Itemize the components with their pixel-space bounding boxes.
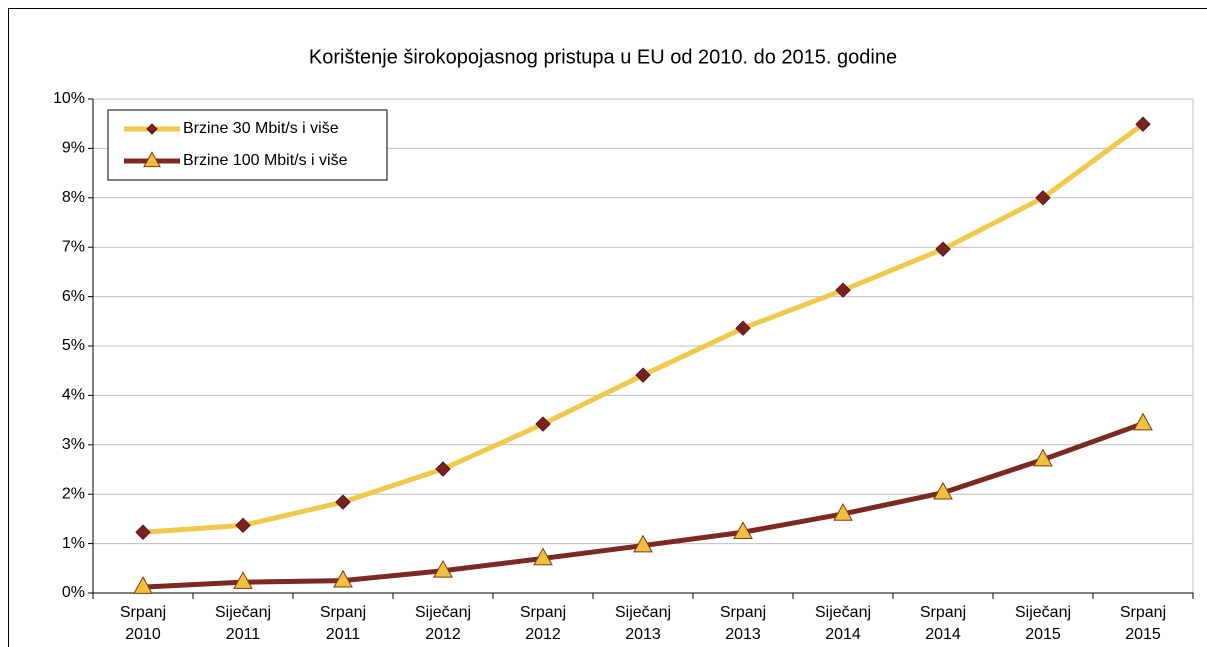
x-tick-label: Srpanj 2011 [320, 604, 366, 643]
data-point [435, 461, 451, 477]
legend-marker [146, 123, 158, 135]
x-tick-label: Srpanj 2015 [1120, 604, 1166, 643]
data-point [333, 569, 353, 588]
data-point [235, 517, 251, 534]
data-point [935, 241, 951, 257]
data-point [833, 503, 853, 521]
y-tick-label: 0% [62, 584, 85, 601]
x-tick-label: Siječanj 2014 [815, 604, 871, 643]
x-tick-label: Siječanj 2015 [1015, 604, 1071, 643]
y-tick-label: 3% [62, 436, 85, 453]
data-point [533, 547, 553, 566]
series-line [142, 421, 1144, 590]
data-point [635, 367, 651, 383]
y-tick-label: 4% [62, 387, 85, 404]
y-tick-label: 8% [62, 189, 85, 206]
x-tick-label: Srpanj 2010 [120, 604, 166, 643]
data-point [933, 481, 953, 500]
data-point [433, 559, 453, 578]
legend-label: Brzine 100 Mbit/s i više [183, 152, 348, 169]
data-point [835, 282, 851, 298]
data-point [1133, 412, 1153, 431]
y-tick-label: 2% [62, 485, 85, 502]
data-point [1035, 190, 1051, 206]
legend-label: Brzine 30 Mbit/s i više [183, 120, 339, 137]
x-tick-label: Siječanj 2011 [215, 604, 271, 643]
data-point [1033, 448, 1053, 467]
data-point [1135, 116, 1151, 132]
x-tick-label: Srpanj 2014 [920, 604, 966, 643]
y-tick-label: 6% [62, 288, 85, 305]
y-tick-label: 5% [62, 337, 85, 354]
data-point [733, 521, 753, 540]
data-point [535, 416, 551, 432]
data-point [133, 576, 153, 594]
data-point [233, 571, 253, 589]
data-point [633, 534, 653, 553]
data-point [135, 524, 151, 540]
y-tick-label: 1% [62, 535, 85, 552]
x-tick-label: Srpanj 2013 [720, 604, 766, 643]
x-tick-label: Siječanj 2012 [415, 604, 471, 643]
x-tick-label: Siječanj 2013 [615, 604, 671, 643]
legend-marker [143, 151, 161, 168]
y-tick-label: 10% [53, 90, 85, 107]
legend-box [107, 109, 388, 181]
y-tick-label: 9% [62, 140, 85, 157]
x-tick-label: Srpanj 2012 [520, 604, 566, 643]
chart-title: Korištenje širokopojasnog pristupa u EU … [309, 46, 897, 68]
data-point [735, 320, 751, 336]
y-tick-label: 7% [62, 238, 85, 255]
chart-frame [8, 8, 1207, 647]
series-line [142, 122, 1145, 535]
data-point [335, 494, 351, 510]
